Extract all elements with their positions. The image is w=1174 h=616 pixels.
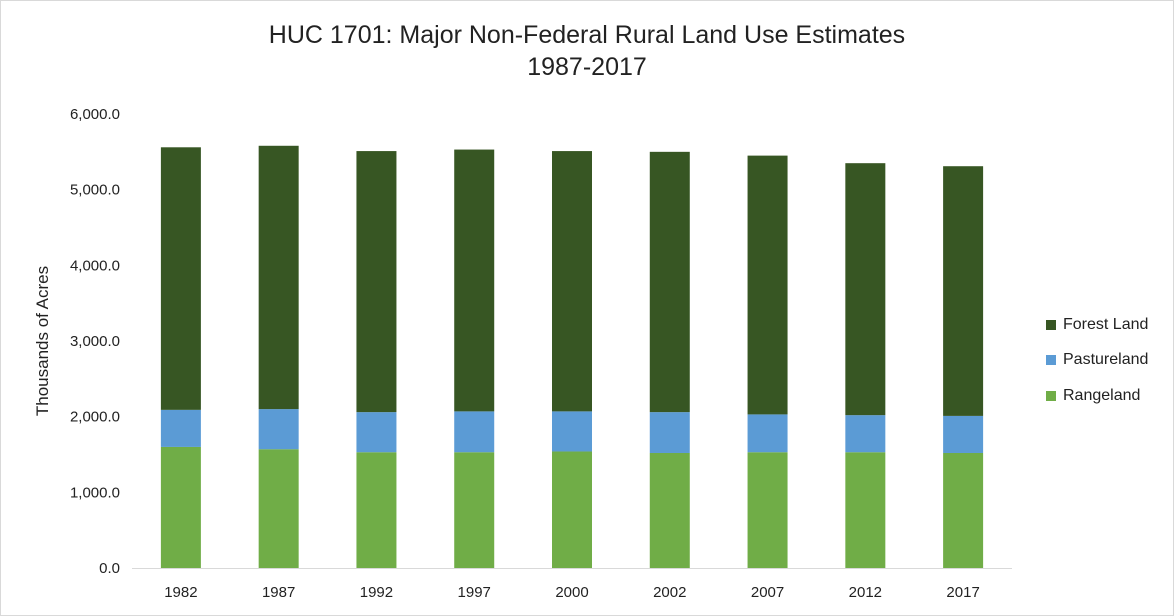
y-tick-label: 1,000.0 bbox=[70, 484, 120, 501]
bar-pastureland-1987 bbox=[258, 409, 299, 450]
bar-forest-land-1982 bbox=[160, 147, 201, 410]
legend-item-rangeland: Rangeland bbox=[1046, 378, 1171, 414]
legend: Forest Land Pastureland Rangeland bbox=[1046, 307, 1171, 414]
bar-pastureland-2002 bbox=[649, 412, 690, 453]
legend-item-forest-land: Forest Land bbox=[1046, 307, 1171, 343]
chart-title-line: HUC 1701: Major Non-Federal Rural Land U… bbox=[268, 21, 906, 49]
chart-subtitle-line: 1987-2017 bbox=[527, 53, 647, 81]
legend-label: Pastureland bbox=[1063, 351, 1149, 369]
y-axis-title: Thousands of Acres bbox=[33, 266, 52, 416]
bar-pastureland-1992 bbox=[356, 412, 397, 453]
legend-swatch bbox=[1046, 319, 1056, 330]
bar-forest-land-2017 bbox=[943, 166, 984, 416]
bar-forest-land-2000 bbox=[552, 151, 592, 412]
x-tick-label: 1987 bbox=[262, 584, 295, 601]
legend-swatch bbox=[1046, 355, 1056, 366]
bar-rangeland-1987 bbox=[258, 449, 299, 568]
y-tick-label: 2,000.0 bbox=[70, 409, 120, 426]
bar-forest-land-2012 bbox=[845, 163, 886, 416]
x-tick-label: 2017 bbox=[946, 584, 979, 601]
bar-pastureland-2017 bbox=[943, 415, 984, 453]
bar-forest-land-2002 bbox=[649, 151, 690, 413]
bar-pastureland-2000 bbox=[552, 411, 592, 452]
chart-title: HUC 1701: Major Non-Federal Rural Land U… bbox=[1, 19, 1173, 83]
y-tick-label: 3,000.0 bbox=[70, 333, 120, 350]
bar-forest-land-1992 bbox=[356, 151, 397, 413]
bar-pastureland-1982 bbox=[160, 409, 201, 447]
legend-swatch bbox=[1046, 390, 1056, 401]
bar-rangeland-2002 bbox=[649, 452, 690, 568]
bar-forest-land-2007 bbox=[747, 155, 788, 415]
bar-pastureland-2012 bbox=[845, 415, 886, 453]
bar-pastureland-1997 bbox=[454, 411, 495, 453]
legend-label: Rangeland bbox=[1063, 386, 1141, 404]
bar-pastureland-2007 bbox=[747, 414, 788, 453]
x-tick-label: 2000 bbox=[555, 584, 588, 601]
y-tick-label: 5,000.0 bbox=[70, 182, 120, 199]
y-tick-label: 6,000.0 bbox=[70, 106, 120, 123]
bar-forest-land-1997 bbox=[454, 149, 495, 412]
bar-rangeland-2007 bbox=[747, 452, 788, 568]
bar-forest-land-1987 bbox=[258, 145, 299, 410]
bar-rangeland-1982 bbox=[160, 446, 201, 568]
legend-item-pastureland: Pastureland bbox=[1046, 343, 1171, 379]
bar-rangeland-1992 bbox=[356, 452, 397, 568]
x-tick-label: 1992 bbox=[360, 584, 393, 601]
bar-rangeland-2000 bbox=[552, 451, 592, 568]
bar-rangeland-2012 bbox=[845, 452, 886, 568]
legend-label: Forest Land bbox=[1063, 315, 1149, 333]
bar-rangeland-2017 bbox=[943, 452, 984, 568]
x-tick-label: 2002 bbox=[653, 584, 686, 601]
x-tick-label: 1997 bbox=[458, 584, 491, 601]
bar-rangeland-1997 bbox=[454, 452, 495, 568]
y-tick-label: 0.0 bbox=[99, 560, 120, 577]
y-tick-label: 4,000.0 bbox=[70, 257, 120, 274]
x-tick-label: 1982 bbox=[164, 584, 197, 601]
x-tick-label: 2012 bbox=[849, 584, 882, 601]
x-tick-label: 2007 bbox=[751, 584, 784, 601]
